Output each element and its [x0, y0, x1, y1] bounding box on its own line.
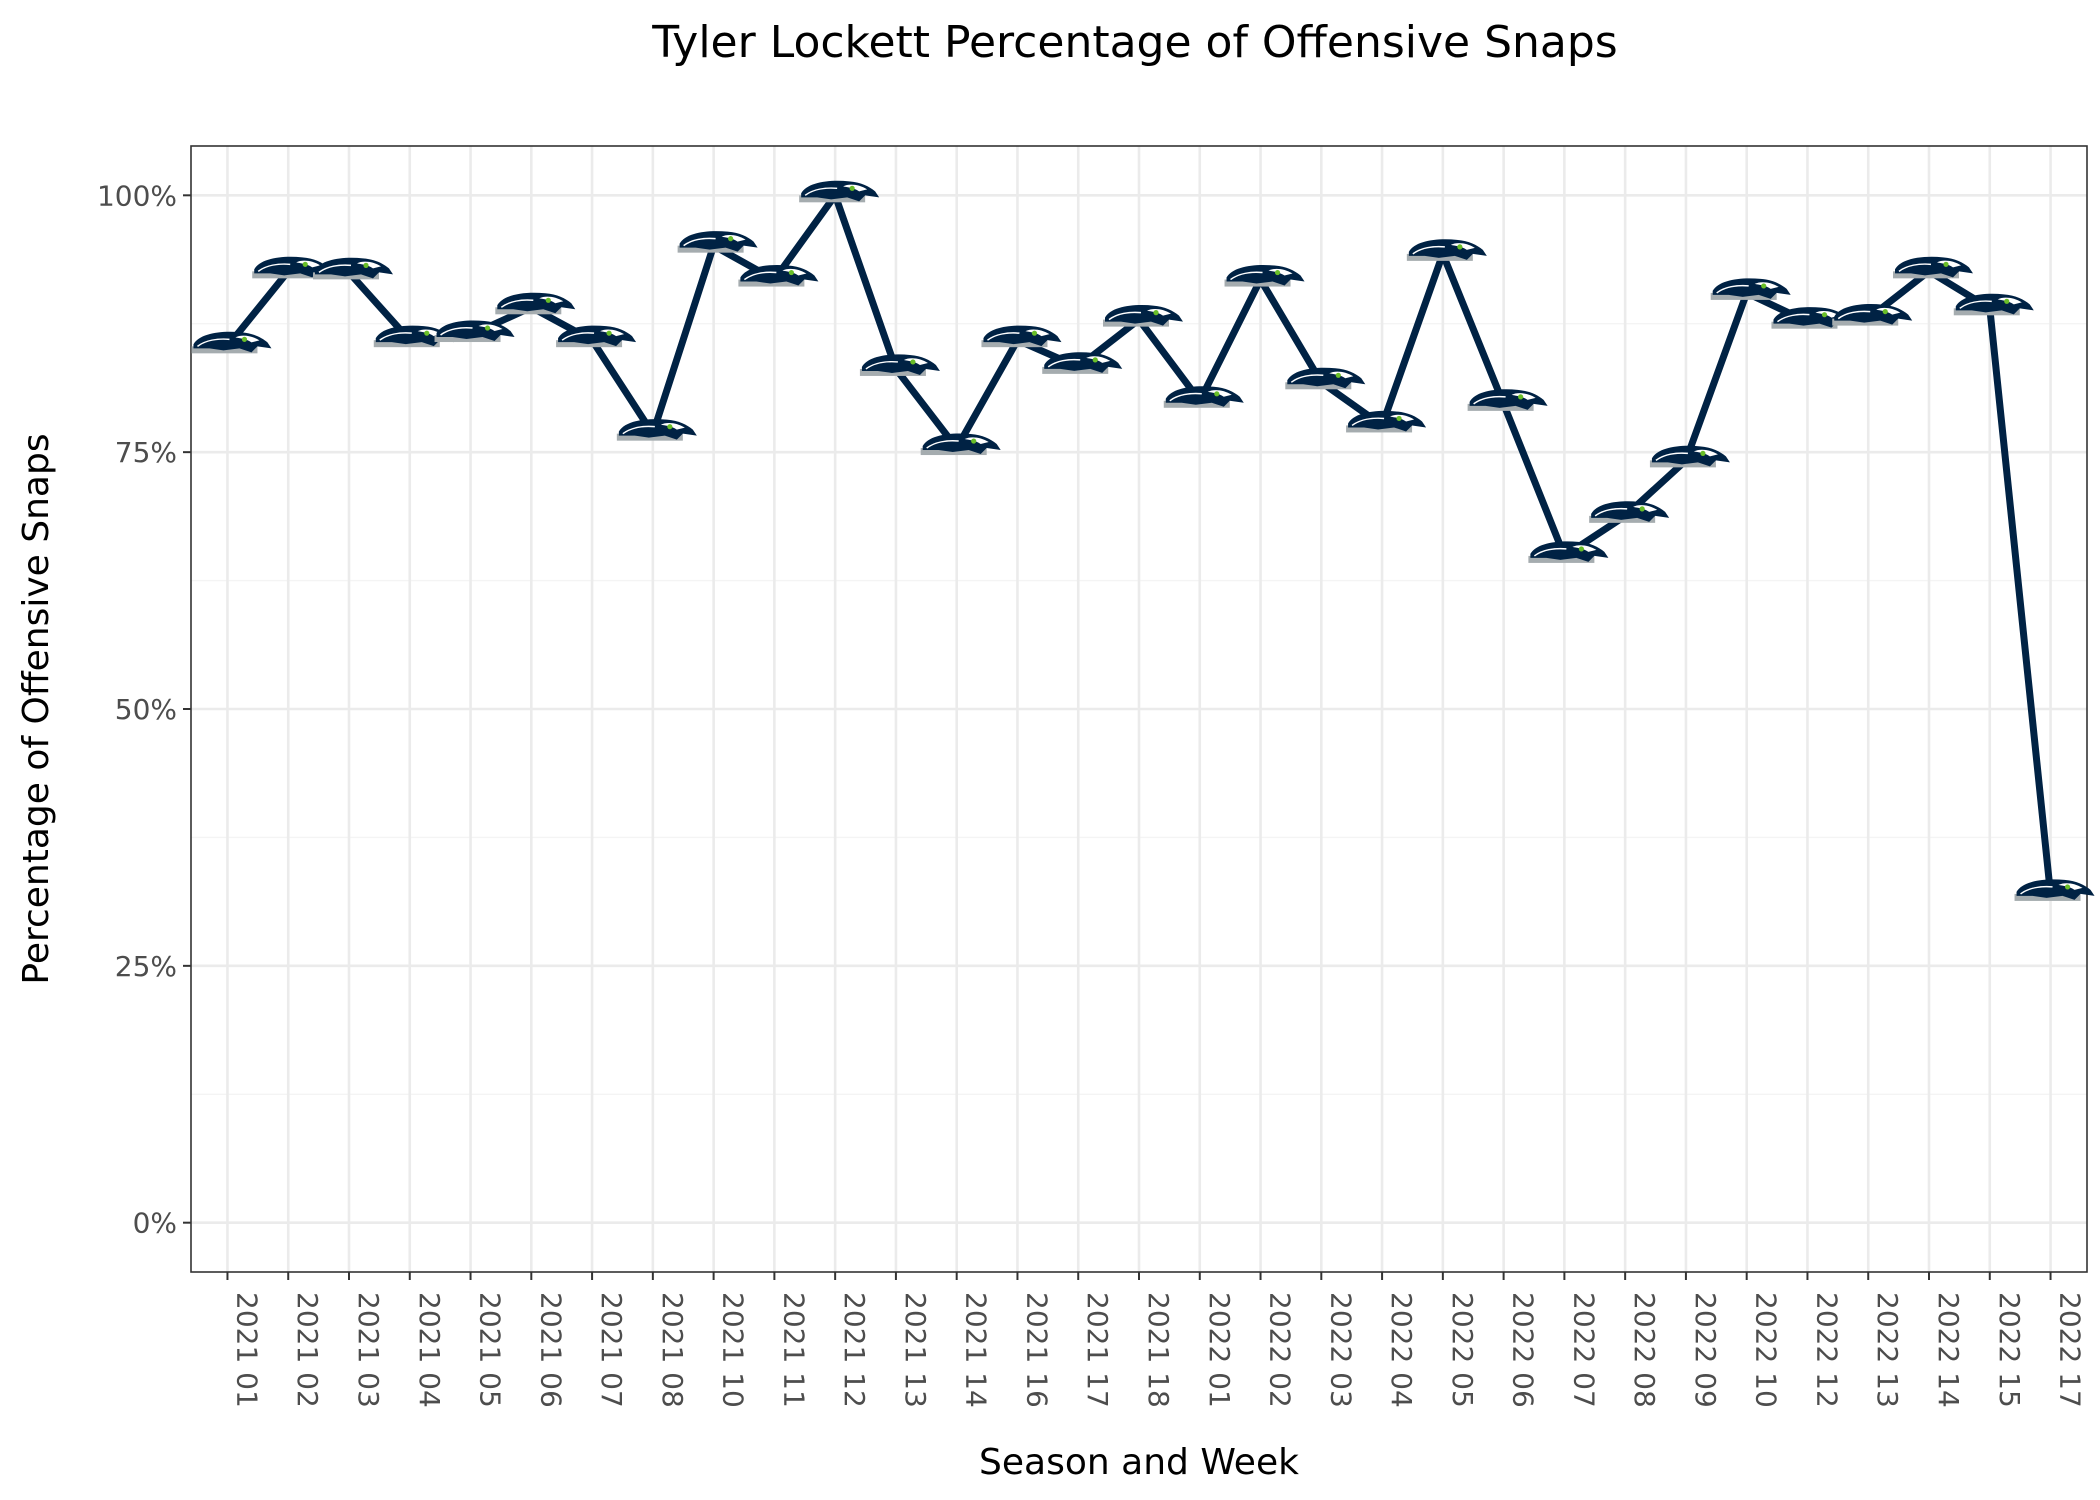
seahawks-logo-icon [494, 291, 577, 316]
x-tick-label: 2022 10 [1750, 1292, 1783, 1408]
x-tick-label: 2021 16 [1020, 1292, 1053, 1408]
x-tick-label: 2021 05 [474, 1292, 507, 1408]
x-tick-label: 2021 01 [230, 1292, 263, 1408]
x-tick-label: 2021 17 [1081, 1292, 1114, 1408]
y-axis-title: Percentage of Offensive Snaps [16, 433, 57, 984]
seahawks-logo-icon [1406, 238, 1488, 262]
seahawks-logo-icon [312, 257, 394, 281]
x-tick-label: 2021 06 [534, 1292, 567, 1408]
y-axis: 0% 25% 50% 75% 100% [97, 179, 191, 1240]
seahawks-logo-icon [1163, 385, 1245, 409]
x-tick-label: 2021 03 [352, 1292, 385, 1408]
x-tick-label: 2022 08 [1628, 1292, 1661, 1408]
chart-title: Tyler Lockett Percentage of Offensive Sn… [651, 17, 1617, 68]
x-tick-label: 2022 09 [1689, 1292, 1722, 1408]
y-tick-label: 0% [133, 1207, 177, 1240]
y-tick-label: 75% [115, 436, 177, 469]
markers [190, 179, 2096, 902]
x-tick-label: 2022 01 [1203, 1292, 1236, 1408]
x-tick-label: 2021 04 [413, 1292, 446, 1408]
x-tick-label: 2022 04 [1385, 1292, 1418, 1408]
seahawks-logo-icon [980, 324, 1063, 348]
seahawks-logo-icon [190, 331, 273, 355]
y-tick-label: 100% [97, 179, 177, 212]
x-tick-label: 2021 14 [960, 1292, 993, 1408]
seahawks-logo-icon [1831, 303, 1913, 327]
seahawks-logo-icon [1892, 256, 1974, 280]
x-tick-label: 2021 18 [1142, 1292, 1175, 1408]
x-tick-label: 2022 02 [1264, 1292, 1297, 1408]
seahawks-logo-icon [859, 353, 941, 377]
seahawks-logo-icon [1345, 410, 1427, 434]
x-tick-label: 2021 13 [899, 1292, 932, 1408]
x-tick-label: 2022 03 [1324, 1292, 1357, 1408]
x-tick-label: 2021 12 [838, 1292, 871, 1408]
seahawks-logo-icon [676, 230, 759, 254]
x-tick-label: 2021 11 [777, 1292, 810, 1408]
x-tick-label: 2022 05 [1446, 1292, 1479, 1408]
x-tick-label: 2022 15 [1993, 1292, 2026, 1408]
seahawks-logo-icon [616, 418, 698, 442]
x-axis: 2021 01 2021 02 2021 03 2021 04 2021 05 2021 … [226, 1272, 2087, 1408]
y-tick-label: 25% [115, 950, 177, 983]
x-axis-title: Season and Week [979, 1442, 1299, 1483]
seahawks-logo-icon [1649, 445, 1731, 469]
y-tick-label: 50% [115, 693, 177, 726]
x-tick-label: 2021 07 [595, 1292, 628, 1408]
x-tick-label: 2022 13 [1871, 1292, 1904, 1408]
x-tick-label: 2022 07 [1567, 1292, 1600, 1408]
x-tick-label: 2021 02 [291, 1292, 324, 1408]
seahawks-logo-icon [1284, 366, 1367, 391]
seahawks-logo-icon [1466, 388, 1549, 412]
x-tick-label: 2022 14 [1932, 1292, 1965, 1408]
grid [191, 146, 2087, 1272]
seahawks-logo-icon [1709, 277, 1792, 301]
x-tick-label: 2022 06 [1507, 1292, 1540, 1408]
seahawks-logo-icon [798, 179, 880, 204]
x-tick-label: 2021 08 [656, 1292, 689, 1408]
x-tick-label: 2021 10 [717, 1292, 750, 1408]
seahawks-logo-icon [1527, 540, 1610, 564]
x-tick-label: 2022 17 [2054, 1292, 2087, 1408]
seahawks-logo-icon [1588, 500, 1670, 524]
x-tick-label: 2022 12 [1810, 1292, 1843, 1408]
seahawks-logo-icon [2013, 878, 2096, 902]
seahawks-logo-icon [1223, 264, 1306, 288]
